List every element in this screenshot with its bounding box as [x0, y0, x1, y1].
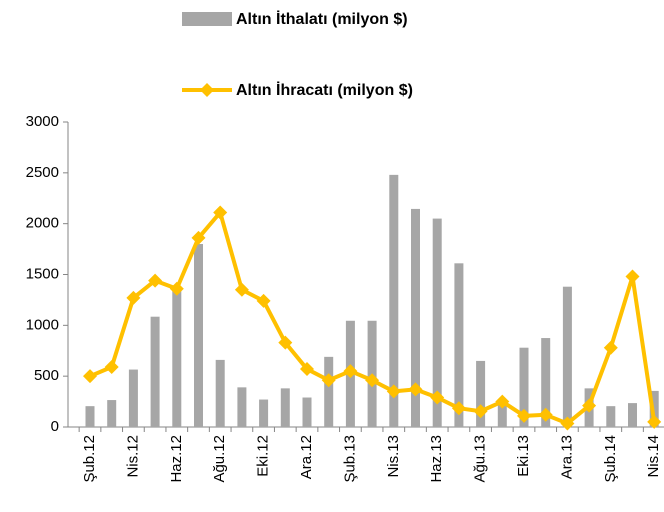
bar: [172, 289, 182, 427]
bar: [324, 356, 334, 427]
marker: [386, 384, 401, 399]
bar: [497, 400, 507, 427]
x-tick-label: Nis.14: [645, 435, 662, 478]
bar: [476, 360, 486, 427]
x-tick-label: Eki.12: [255, 435, 272, 477]
marker: [83, 369, 97, 384]
legend-swatch-bar: [182, 12, 232, 26]
x-tick-label: Haz.12: [168, 435, 185, 483]
x-tick-label: Şub.14: [602, 435, 619, 483]
legend-marker: [200, 83, 214, 97]
bar: [85, 406, 95, 427]
x-tick-label: Ağu.12: [211, 435, 228, 483]
marker: [365, 373, 380, 388]
marker: [104, 360, 119, 375]
bar: [432, 218, 442, 427]
marker: [300, 362, 314, 377]
marker: [473, 404, 488, 419]
marker: [213, 205, 228, 220]
bar: [280, 388, 290, 427]
bar: [628, 403, 637, 427]
x-tick-label: Nis.12: [124, 435, 141, 478]
marker: [343, 364, 358, 379]
marker: [538, 407, 553, 422]
x-tick-label: Şub.13: [341, 435, 358, 483]
bar: [606, 406, 616, 427]
marker: [191, 230, 206, 245]
x-tick-label: Şub.12: [81, 435, 98, 483]
y-tick-label: 3000: [26, 113, 59, 130]
marker: [321, 373, 336, 388]
marker: [169, 281, 184, 296]
marker: [256, 293, 271, 308]
bar: [562, 286, 572, 427]
bar: [302, 397, 312, 427]
marker: [278, 335, 293, 350]
bar: [150, 316, 160, 427]
marker: [408, 382, 423, 397]
y-tick-label: 2000: [26, 215, 59, 232]
bar: [194, 244, 203, 427]
marker: [148, 273, 163, 288]
marker: [647, 414, 662, 429]
bar: [411, 208, 420, 427]
bar: [107, 400, 117, 427]
legend-label: Altın İhracatı (milyon $): [236, 81, 413, 99]
x-tick-label: Ara.13: [558, 435, 575, 479]
marker: [430, 390, 445, 405]
bar: [519, 347, 529, 427]
bar: [237, 387, 247, 427]
marker: [582, 398, 597, 413]
marker: [495, 394, 510, 409]
x-tick-label: Ağu.13: [472, 435, 489, 483]
bar: [259, 399, 269, 427]
bar: [389, 174, 399, 427]
bar: [541, 338, 551, 427]
marker: [451, 401, 466, 416]
legend-label: Altın İthalatı (milyon $): [236, 10, 408, 28]
x-tick-label: Haz.13: [428, 435, 445, 483]
x-tick-label: Ara.12: [298, 435, 315, 479]
marker: [517, 408, 531, 423]
marker: [126, 290, 141, 305]
x-tick-label: Eki.13: [515, 435, 532, 477]
y-tick-label: 1500: [26, 265, 59, 282]
bar: [454, 263, 464, 427]
y-tick-label: 500: [34, 367, 59, 384]
marker: [234, 282, 249, 297]
marker: [560, 416, 575, 431]
bar: [215, 359, 225, 427]
y-tick-label: 1000: [26, 316, 59, 333]
y-tick-label: 2500: [26, 164, 59, 181]
x-tick-label: Nis.13: [385, 435, 402, 478]
marker: [625, 269, 640, 284]
marker: [603, 340, 618, 355]
y-tick-label: 0: [51, 418, 59, 435]
bar: [128, 369, 138, 427]
